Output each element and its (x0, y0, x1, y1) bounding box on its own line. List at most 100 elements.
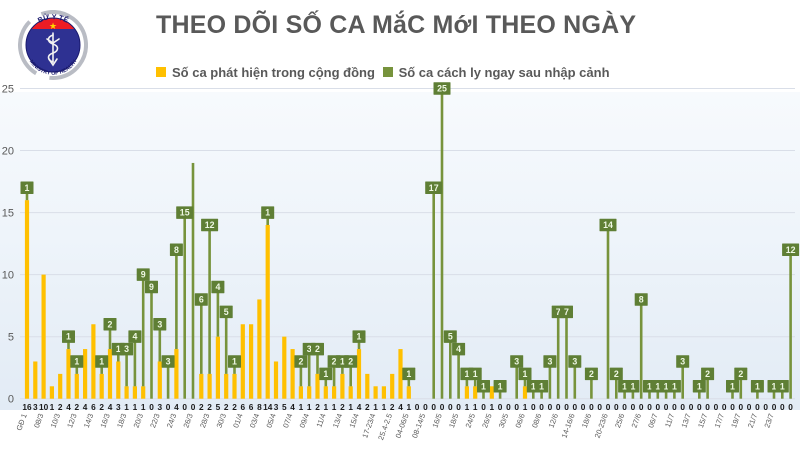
svg-text:15: 15 (2, 208, 14, 220)
svg-text:0: 0 (689, 402, 694, 412)
svg-text:2: 2 (365, 402, 370, 412)
svg-text:0: 0 (456, 402, 461, 412)
svg-text:1: 1 (630, 381, 635, 391)
svg-text:0: 0 (589, 402, 594, 412)
svg-text:2: 2 (74, 402, 79, 412)
svg-text:1: 1 (664, 381, 669, 391)
svg-text:2: 2 (232, 402, 237, 412)
svg-text:22/3: 22/3 (148, 412, 161, 429)
svg-text:8: 8 (257, 402, 262, 412)
svg-text:0: 0 (747, 402, 752, 412)
svg-text:30/3: 30/3 (215, 412, 228, 429)
svg-text:4: 4 (174, 402, 179, 412)
svg-text:1: 1 (481, 381, 486, 391)
svg-text:0: 0 (415, 402, 420, 412)
svg-text:1: 1 (50, 402, 55, 412)
svg-text:0: 0 (191, 402, 196, 412)
svg-text:2: 2 (348, 357, 353, 367)
svg-text:1: 1 (755, 381, 760, 391)
svg-text:0: 0 (581, 402, 586, 412)
svg-text:06/7: 06/7 (646, 412, 659, 429)
svg-text:1: 1 (464, 369, 469, 379)
svg-text:1: 1 (465, 402, 470, 412)
svg-text:0: 0 (780, 402, 785, 412)
svg-text:5: 5 (224, 307, 229, 317)
svg-text:1: 1 (74, 357, 79, 367)
svg-text:0: 0 (514, 402, 519, 412)
svg-text:0: 0 (614, 402, 619, 412)
svg-text:0: 0 (631, 402, 636, 412)
svg-text:20: 20 (2, 146, 14, 158)
svg-text:6: 6 (199, 295, 204, 305)
svg-text:03/4: 03/4 (248, 412, 261, 429)
svg-text:15/4: 15/4 (347, 412, 360, 429)
svg-text:0: 0 (597, 402, 602, 412)
svg-text:1: 1 (66, 332, 71, 342)
svg-text:1: 1 (373, 402, 378, 412)
svg-text:1: 1 (730, 381, 735, 391)
svg-text:4: 4 (456, 344, 461, 354)
svg-text:5: 5 (8, 332, 14, 344)
svg-text:0: 0 (431, 402, 436, 412)
svg-text:26/3: 26/3 (181, 412, 194, 429)
svg-text:20-23/6: 20-23/6 (593, 412, 610, 439)
svg-text:3: 3 (157, 319, 162, 329)
svg-text:1: 1 (299, 402, 304, 412)
svg-text:25: 25 (2, 84, 14, 96)
svg-text:0: 0 (772, 402, 777, 412)
svg-text:1: 1 (323, 369, 328, 379)
svg-text:1: 1 (141, 402, 146, 412)
svg-text:8: 8 (639, 295, 644, 305)
svg-text:1: 1 (265, 208, 270, 218)
svg-text:0: 0 (423, 402, 428, 412)
svg-text:3: 3 (514, 357, 519, 367)
svg-text:0: 0 (722, 402, 727, 412)
svg-text:0: 0 (166, 402, 171, 412)
svg-text:0: 0 (481, 402, 486, 412)
svg-text:30/5: 30/5 (497, 412, 510, 429)
svg-text:20/3: 20/3 (132, 412, 145, 429)
svg-text:3: 3 (274, 402, 279, 412)
svg-text:1: 1 (124, 402, 129, 412)
svg-text:9: 9 (149, 282, 154, 292)
svg-text:18/6: 18/6 (580, 412, 593, 429)
svg-text:1: 1 (523, 402, 528, 412)
svg-text:0: 0 (506, 402, 511, 412)
svg-text:28/3: 28/3 (198, 412, 211, 429)
svg-text:1: 1 (25, 183, 30, 193)
svg-text:1: 1 (406, 369, 411, 379)
svg-text:0: 0 (639, 402, 644, 412)
svg-text:18/3: 18/3 (115, 412, 128, 429)
svg-text:3: 3 (307, 344, 312, 354)
svg-text:17: 17 (429, 183, 439, 193)
svg-text:1: 1 (498, 381, 503, 391)
svg-text:4: 4 (290, 402, 295, 412)
svg-text:0: 0 (755, 402, 760, 412)
svg-text:0: 0 (448, 402, 453, 412)
svg-text:3: 3 (157, 402, 162, 412)
svg-text:2: 2 (315, 344, 320, 354)
svg-text:11/7: 11/7 (663, 412, 676, 428)
svg-text:4: 4 (398, 402, 403, 412)
svg-text:1: 1 (232, 357, 237, 367)
svg-text:17-23/4: 17-23/4 (360, 412, 377, 439)
svg-text:1: 1 (332, 402, 337, 412)
svg-text:12: 12 (205, 220, 215, 230)
svg-text:2: 2 (589, 369, 594, 379)
svg-text:1: 1 (99, 357, 104, 367)
svg-text:14-16/6: 14-16/6 (560, 412, 577, 439)
svg-text:08/3: 08/3 (32, 412, 45, 429)
svg-text:1: 1 (780, 381, 785, 391)
svg-text:2: 2 (390, 402, 395, 412)
svg-text:13/7: 13/7 (679, 412, 692, 429)
svg-text:16/5: 16/5 (430, 412, 443, 429)
svg-text:21/7: 21/7 (746, 412, 759, 429)
svg-text:1: 1 (697, 381, 702, 391)
svg-text:27/6: 27/6 (630, 412, 643, 429)
svg-text:24/3: 24/3 (165, 412, 178, 429)
svg-text:2: 2 (99, 402, 104, 412)
svg-text:0: 0 (556, 402, 561, 412)
svg-text:2: 2 (332, 357, 337, 367)
svg-text:25.4-2.5: 25.4-2.5 (376, 412, 394, 441)
svg-text:12/6: 12/6 (547, 412, 560, 429)
